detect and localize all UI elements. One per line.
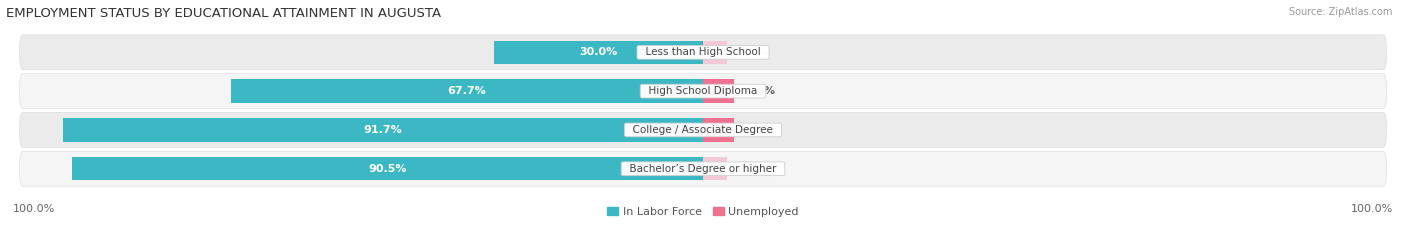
Text: Source: ZipAtlas.com: Source: ZipAtlas.com [1288,7,1392,17]
Bar [703,157,727,180]
Text: 90.5%: 90.5% [368,164,406,174]
Legend: In Labor Force, Unemployed: In Labor Force, Unemployed [603,202,803,221]
FancyBboxPatch shape [20,113,1386,147]
Text: 4.4%: 4.4% [744,86,775,96]
FancyBboxPatch shape [20,35,1386,70]
FancyBboxPatch shape [20,74,1386,109]
Text: 67.7%: 67.7% [447,86,486,96]
Text: 0.0%: 0.0% [738,164,769,174]
Text: EMPLOYMENT STATUS BY EDUCATIONAL ATTAINMENT IN AUGUSTA: EMPLOYMENT STATUS BY EDUCATIONAL ATTAINM… [6,7,440,21]
Bar [231,79,703,103]
Bar [703,118,734,142]
Bar [703,79,734,103]
Bar [703,41,727,64]
Bar [494,41,703,64]
Text: 100.0%: 100.0% [13,204,55,214]
Text: Bachelor’s Degree or higher: Bachelor’s Degree or higher [623,164,783,174]
FancyBboxPatch shape [20,151,1386,186]
Bar [63,118,703,142]
Text: College / Associate Degree: College / Associate Degree [626,125,780,135]
Text: 91.7%: 91.7% [364,125,402,135]
Text: 0.0%: 0.0% [738,47,769,57]
Text: 30.0%: 30.0% [579,47,617,57]
Text: High School Diploma: High School Diploma [643,86,763,96]
Text: 100.0%: 100.0% [1351,204,1393,214]
Bar [72,157,703,180]
Text: 4.5%: 4.5% [745,125,776,135]
Text: Less than High School: Less than High School [638,47,768,57]
